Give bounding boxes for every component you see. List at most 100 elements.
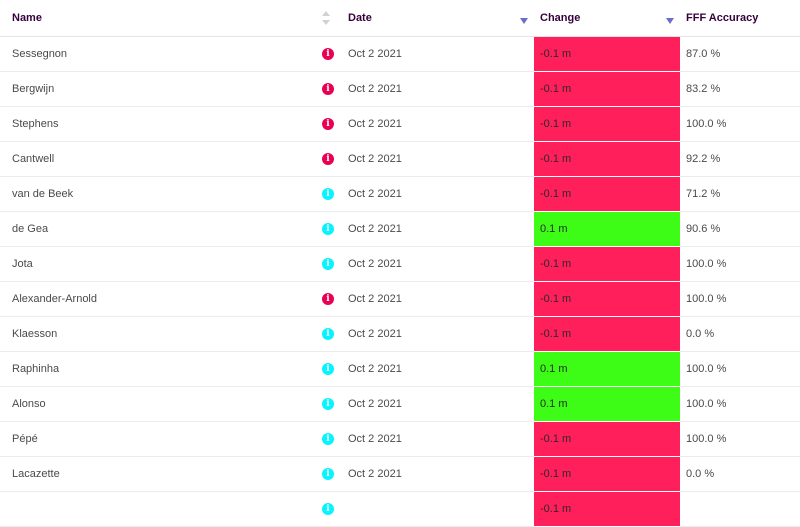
table-body: Sessegnon i Oct 2 2021 -0.1 m 87.0 % Bergwijn…	[0, 36, 800, 527]
date-cell: Oct 2 2021	[342, 281, 534, 317]
accuracy-cell: 90.6 %	[680, 211, 800, 247]
accuracy-cell: 100.0 %	[680, 106, 800, 142]
info-icon[interactable]: i	[322, 153, 334, 165]
column-header-accuracy[interactable]: FFF Accuracy	[680, 0, 800, 37]
info-icon[interactable]: i	[322, 398, 334, 410]
accuracy-cell: 0.0 %	[680, 316, 800, 352]
player-name-cell: Stephens i	[0, 106, 342, 142]
column-header-change-label: Change	[540, 12, 581, 24]
date-cell: Oct 2 2021	[342, 141, 534, 177]
change-cell: -0.1 m	[534, 316, 680, 352]
change-cell: -0.1 m	[534, 71, 680, 107]
accuracy-cell: 83.2 %	[680, 71, 800, 107]
table-header-row: Name Date Change FFF Accuracy	[0, 0, 800, 37]
accuracy-cell: 100.0 %	[680, 386, 800, 422]
table-row[interactable]: Cantwell i Oct 2 2021 -0.1 m 92.2 %	[0, 141, 800, 177]
info-icon[interactable]: i	[322, 503, 334, 515]
column-header-name-label: Name	[12, 12, 42, 24]
change-cell: -0.1 m	[534, 456, 680, 492]
change-cell: -0.1 m	[534, 421, 680, 457]
change-cell: -0.1 m	[534, 141, 680, 177]
info-icon[interactable]: i	[322, 118, 334, 130]
player-name: Pépé	[12, 433, 38, 445]
table-row[interactable]: Bergwijn i Oct 2 2021 -0.1 m 83.2 %	[0, 71, 800, 107]
player-name-cell: Alexander-Arnold i	[0, 281, 342, 317]
column-header-date[interactable]: Date	[342, 0, 534, 37]
change-cell: -0.1 m	[534, 491, 680, 527]
change-cell: -0.1 m	[534, 246, 680, 282]
player-name-cell: Cantwell i	[0, 141, 342, 177]
table-row[interactable]: Pépé i Oct 2 2021 -0.1 m 100.0 %	[0, 421, 800, 457]
date-cell: Oct 2 2021	[342, 36, 534, 72]
change-cell: -0.1 m	[534, 281, 680, 317]
sort-descending-icon[interactable]	[520, 18, 528, 24]
player-name-cell: Sessegnon i	[0, 36, 342, 72]
player-name: Bergwijn	[12, 83, 55, 95]
info-icon[interactable]: i	[322, 83, 334, 95]
table-row[interactable]: Stephens i Oct 2 2021 -0.1 m 100.0 %	[0, 106, 800, 142]
date-cell: Oct 2 2021	[342, 386, 534, 422]
column-header-accuracy-label: FFF Accuracy	[686, 12, 759, 24]
player-name-cell: Raphinha i	[0, 351, 342, 387]
player-name: Lacazette	[12, 468, 60, 480]
table-row[interactable]: Jota i Oct 2 2021 -0.1 m 100.0 %	[0, 246, 800, 282]
change-cell: -0.1 m	[534, 106, 680, 142]
table-row[interactable]: Sessegnon i Oct 2 2021 -0.1 m 87.0 %	[0, 36, 800, 72]
player-name: Alexander-Arnold	[12, 293, 97, 305]
table-row[interactable]: van de Beek i Oct 2 2021 -0.1 m 71.2 %	[0, 176, 800, 212]
info-icon[interactable]: i	[322, 188, 334, 200]
info-icon[interactable]: i	[322, 258, 334, 270]
table-row[interactable]: Klaesson i Oct 2 2021 -0.1 m 0.0 %	[0, 316, 800, 352]
accuracy-cell: 100.0 %	[680, 281, 800, 317]
player-name-cell: van de Beek i	[0, 176, 342, 212]
player-name-cell: Bergwijn i	[0, 71, 342, 107]
accuracy-cell: 87.0 %	[680, 36, 800, 72]
date-cell: Oct 2 2021	[342, 176, 534, 212]
info-icon[interactable]: i	[322, 433, 334, 445]
change-cell: 0.1 m	[534, 351, 680, 387]
player-name: Alonso	[12, 398, 46, 410]
date-cell: Oct 2 2021	[342, 421, 534, 457]
table-row[interactable]: Alonso i Oct 2 2021 0.1 m 100.0 %	[0, 386, 800, 422]
accuracy-cell: 71.2 %	[680, 176, 800, 212]
sort-unsorted-icon[interactable]	[322, 11, 330, 25]
date-cell: Oct 2 2021	[342, 316, 534, 352]
accuracy-cell: 0.0 %	[680, 456, 800, 492]
player-name-cell: de Gea i	[0, 211, 342, 247]
column-header-change[interactable]: Change	[534, 0, 680, 37]
player-name: Sessegnon	[12, 48, 68, 60]
table-row[interactable]: Alexander-Arnold i Oct 2 2021 -0.1 m 100.0 %	[0, 281, 800, 317]
accuracy-cell: 100.0 %	[680, 421, 800, 457]
player-name: Klaesson	[12, 328, 58, 340]
date-cell: Oct 2 2021	[342, 71, 534, 107]
player-name-cell: Klaesson i	[0, 316, 342, 352]
info-icon[interactable]: i	[322, 293, 334, 305]
sort-descending-icon[interactable]	[666, 18, 674, 24]
accuracy-cell: 100.0 %	[680, 246, 800, 282]
table-row[interactable]: Lacazette i Oct 2 2021 -0.1 m 0.0 %	[0, 456, 800, 492]
date-cell: Oct 2 2021	[342, 246, 534, 282]
info-icon[interactable]: i	[322, 363, 334, 375]
player-name: Jota	[12, 258, 33, 270]
change-cell: -0.1 m	[534, 36, 680, 72]
change-cell: 0.1 m	[534, 386, 680, 422]
info-icon[interactable]: i	[322, 328, 334, 340]
player-name: van de Beek	[12, 188, 74, 200]
change-cell: -0.1 m	[534, 176, 680, 212]
table-row[interactable]: Raphinha i Oct 2 2021 0.1 m 100.0 %	[0, 351, 800, 387]
table-row[interactable]: de Gea i Oct 2 2021 0.1 m 90.6 %	[0, 211, 800, 247]
date-cell: Oct 2 2021	[342, 351, 534, 387]
table-row[interactable]: i -0.1 m	[0, 491, 800, 527]
date-cell: Oct 2 2021	[342, 106, 534, 142]
player-name-cell: Alonso i	[0, 386, 342, 422]
info-icon[interactable]: i	[322, 223, 334, 235]
info-icon[interactable]: i	[322, 48, 334, 60]
accuracy-cell: 100.0 %	[680, 351, 800, 387]
player-name-cell: i	[0, 491, 342, 527]
column-header-name[interactable]: Name	[0, 0, 342, 37]
player-name: Cantwell	[12, 153, 55, 165]
player-name: de Gea	[12, 223, 49, 235]
info-icon[interactable]: i	[322, 468, 334, 480]
player-name: Raphinha	[12, 363, 60, 375]
